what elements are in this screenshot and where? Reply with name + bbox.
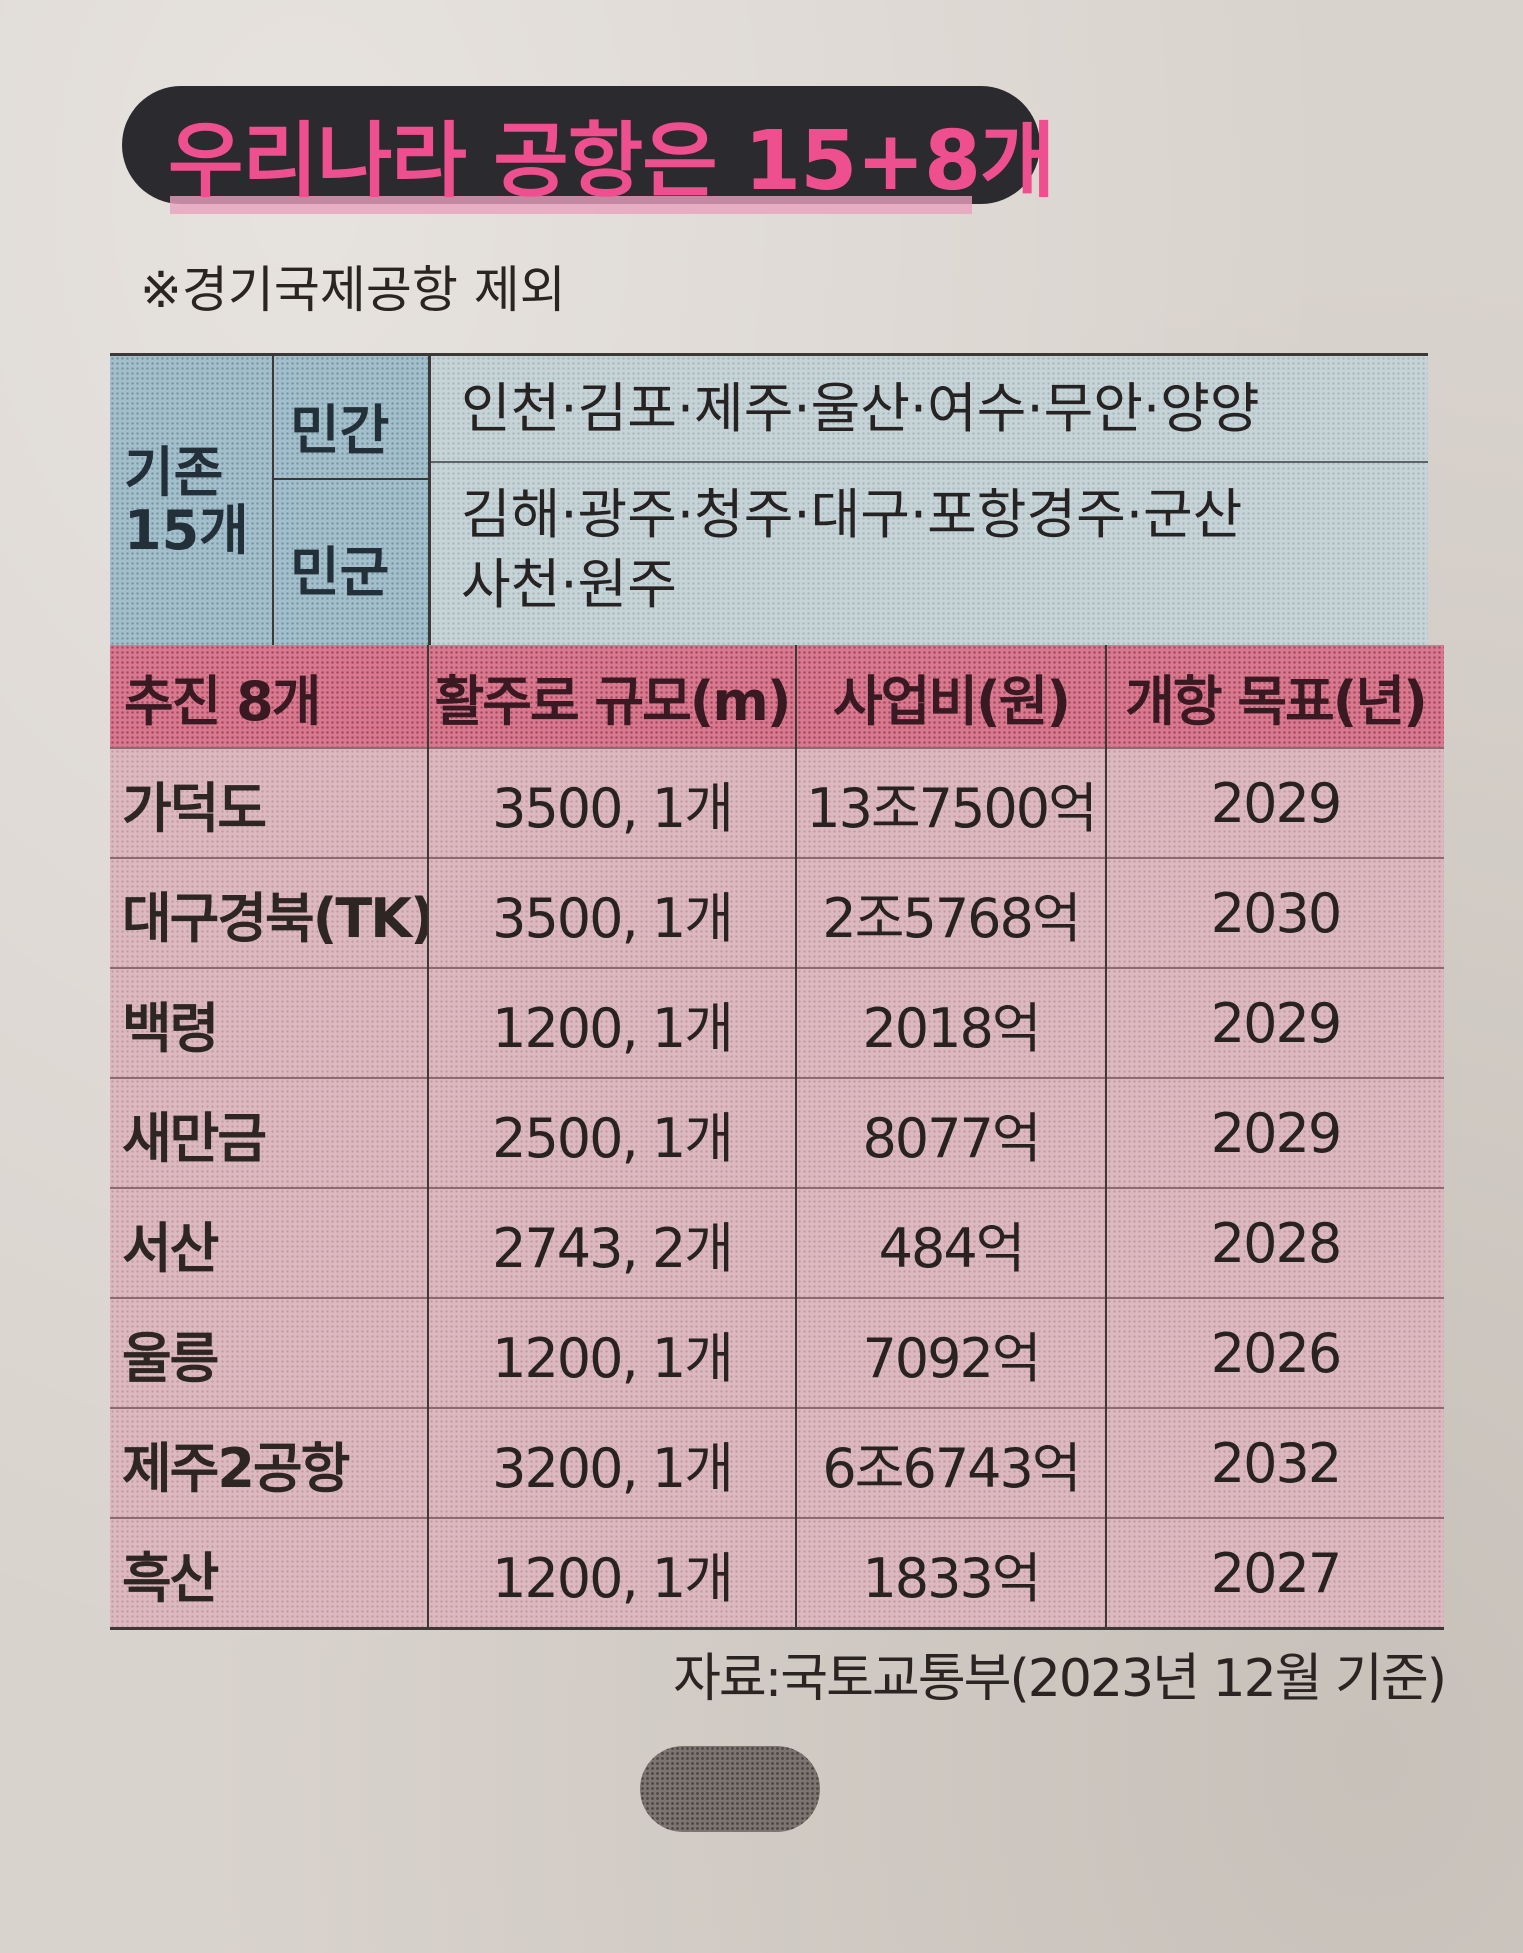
exclusion-note: ※경기국제공항 제외 xyxy=(140,261,566,319)
target-year: 2032 xyxy=(1106,1407,1444,1518)
runway-size: 3500, 1개 xyxy=(428,857,797,968)
adjacent-column-fragment xyxy=(0,60,32,1560)
target-year: 2029 xyxy=(1106,967,1444,1078)
civil-military-airports-line-2: 사천·원주 xyxy=(461,553,677,616)
table-row: 울릉 1200, 1개 7092억 2026 xyxy=(110,1297,1444,1408)
existing-group-label-text: 기존 15개 xyxy=(124,441,249,562)
existing-header: 기존 15개 민간 민군 xyxy=(110,356,431,648)
table-row: 제주2공항 3200, 1개 6조6743억 2032 xyxy=(110,1407,1444,1518)
table-row: 새만금 2500, 1개 8077억 2029 xyxy=(110,1077,1444,1188)
table-row: 흑산 1200, 1개 1833억 2027 xyxy=(110,1517,1444,1629)
airport-name: 대구경북(TK) xyxy=(110,857,429,968)
column-header-planned: 추진 8개 xyxy=(110,645,429,748)
project-cost: 7092억 xyxy=(796,1297,1107,1408)
divider xyxy=(431,461,1428,463)
runway-size: 2500, 1개 xyxy=(428,1077,797,1188)
target-year: 2028 xyxy=(1106,1187,1444,1298)
runway-size: 1200, 1개 xyxy=(428,1517,797,1629)
existing-airports-block: 기존 15개 민간 민군 인천·김포·제주·울산·여수·무안·양양 김해·광주·… xyxy=(110,353,1428,648)
project-cost: 2조5768억 xyxy=(796,857,1107,968)
existing-group-label: 기존 15개 xyxy=(124,444,264,560)
runway-size: 2743, 2개 xyxy=(428,1187,797,1298)
civil-airports-list: 인천·김포·제주·울산·여수·무안·양양 xyxy=(461,377,1260,440)
divider xyxy=(272,478,428,480)
source-credit: 자료:국토교통부(2023년 12월 기준) xyxy=(673,1649,1447,1709)
runway-size: 1200, 1개 xyxy=(428,1297,797,1408)
table-header-row: 추진 8개 활주로 규모(m) 사업비(원) 개항 목표(년) xyxy=(110,645,1444,748)
column-header-target-year: 개항 목표(년) xyxy=(1106,645,1444,748)
project-cost: 13조7500억 xyxy=(796,747,1107,858)
target-year: 2029 xyxy=(1106,747,1444,858)
project-cost: 484억 xyxy=(796,1187,1107,1298)
project-cost: 2018억 xyxy=(796,967,1107,1078)
title-underline xyxy=(170,196,972,214)
airport-name: 가덕도 xyxy=(110,747,429,858)
decorative-dot-mark xyxy=(640,1746,820,1832)
airport-name: 흑산 xyxy=(110,1517,429,1629)
airport-name: 울릉 xyxy=(110,1297,429,1408)
existing-list: 인천·김포·제주·울산·여수·무안·양양 김해·광주·청주·대구·포항경주·군산… xyxy=(431,356,1428,648)
divider xyxy=(272,356,274,648)
table-row: 대구경북(TK) 3500, 1개 2조5768억 2030 xyxy=(110,857,1444,968)
target-year: 2030 xyxy=(1106,857,1444,968)
title-banner xyxy=(122,86,1040,204)
runway-size: 3500, 1개 xyxy=(428,747,797,858)
civil-military-label: 민군 xyxy=(290,541,390,604)
page-title: 우리나라 공항은 15+8개 xyxy=(168,114,1055,209)
civil-label: 민간 xyxy=(290,399,390,462)
table-row: 백령 1200, 1개 2018억 2029 xyxy=(110,967,1444,1078)
project-cost: 6조6743억 xyxy=(796,1407,1107,1518)
column-header-runway: 활주로 규모(m) xyxy=(428,645,797,748)
runway-size: 1200, 1개 xyxy=(428,967,797,1078)
target-year: 2026 xyxy=(1106,1297,1444,1408)
target-year: 2029 xyxy=(1106,1077,1444,1188)
table-row: 서산 2743, 2개 484억 2028 xyxy=(110,1187,1444,1298)
civil-military-airports-line-1: 김해·광주·청주·대구·포항경주·군산 xyxy=(461,483,1243,546)
airport-name: 새만금 xyxy=(110,1077,429,1188)
planned-airports-table: 추진 8개 활주로 규모(m) 사업비(원) 개항 목표(년) 가덕도 3500… xyxy=(110,645,1444,1630)
airport-name: 백령 xyxy=(110,967,429,1078)
column-header-cost: 사업비(원) xyxy=(796,645,1107,748)
runway-size: 3200, 1개 xyxy=(428,1407,797,1518)
project-cost: 1833억 xyxy=(796,1517,1107,1629)
airport-name: 제주2공항 xyxy=(110,1407,429,1518)
target-year: 2027 xyxy=(1106,1517,1444,1629)
project-cost: 8077억 xyxy=(796,1077,1107,1188)
table-row: 가덕도 3500, 1개 13조7500억 2029 xyxy=(110,747,1444,858)
airport-name: 서산 xyxy=(110,1187,429,1298)
